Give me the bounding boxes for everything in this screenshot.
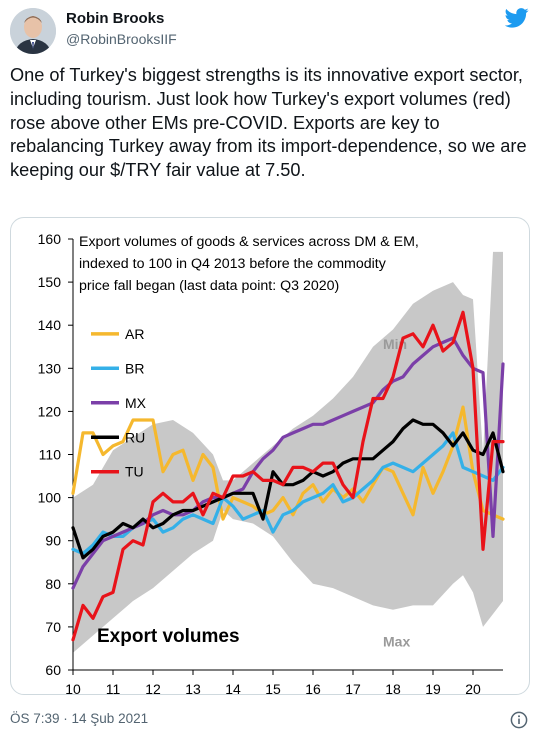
y-tick-label: 140 [38,317,62,333]
x-tick-label: 17 [345,681,361,694]
tweet-media-chart[interactable]: 60 70 80 90 100 110 120 130 140 150 160 10 11 12 13 14 1… [10,217,530,695]
x-tick-label: 19 [425,681,441,694]
avatar[interactable] [10,8,56,54]
twitter-bird-icon[interactable] [504,8,529,28]
legend-label-ar: AR [125,326,144,342]
x-tick-label: 16 [305,681,321,694]
series-line-ar [71,405,505,521]
min-max-band [73,251,503,653]
chart-title-line: price fall began (last data point: Q3 20… [79,278,339,294]
y-tick-label: 130 [38,360,62,376]
info-icon[interactable] [510,711,528,729]
x-tick-label: 20 [465,681,481,694]
tweet-timestamp[interactable]: ÖS 7:39 · 14 Şub 2021 [10,711,149,726]
chart-title-line: Export volumes of goods & services acros… [79,234,419,250]
legend-label-mx: MX [125,395,147,411]
legend-label-tu: TU [125,464,144,480]
y-tick-label: 80 [45,576,61,592]
y-tick-label: 90 [45,533,61,549]
legend-label-ru: RU [125,429,145,445]
chart-overlay-label: Export volumes [97,626,240,647]
y-tick-label: 150 [38,274,62,290]
y-tick-label: 110 [39,447,62,463]
x-tick-label: 14 [225,681,241,694]
export-volumes-chart: 60 70 80 90 100 110 120 130 140 150 160 10 11 12 13 14 1… [38,231,505,694]
x-tick-label: 11 [106,681,121,694]
series-line-tu [71,310,505,642]
chart-title-line: indexed to 100 in Q4 2013 before the com… [79,256,387,272]
x-tick-label: 10 [65,681,81,694]
y-tick-label: 120 [38,403,62,419]
x-tick-label: 13 [185,681,201,694]
legend-label-br: BR [125,360,144,376]
series-line-ru [71,418,505,560]
author-handle[interactable]: @RobinBrooksIIF [66,31,177,47]
y-tick-label: 60 [45,662,61,678]
y-tick-label: 100 [38,490,62,506]
x-tick-label: 12 [145,681,161,694]
band-label-max: Max [383,633,410,649]
author-name[interactable]: Robin Brooks [66,10,165,27]
tweet-text: One of Turkey's biggest strengths is its… [10,65,527,181]
y-tick-label: 160 [38,231,62,247]
x-tick-label: 18 [385,681,401,694]
y-tick-label: 70 [45,619,61,635]
x-tick-label: 15 [265,681,281,694]
